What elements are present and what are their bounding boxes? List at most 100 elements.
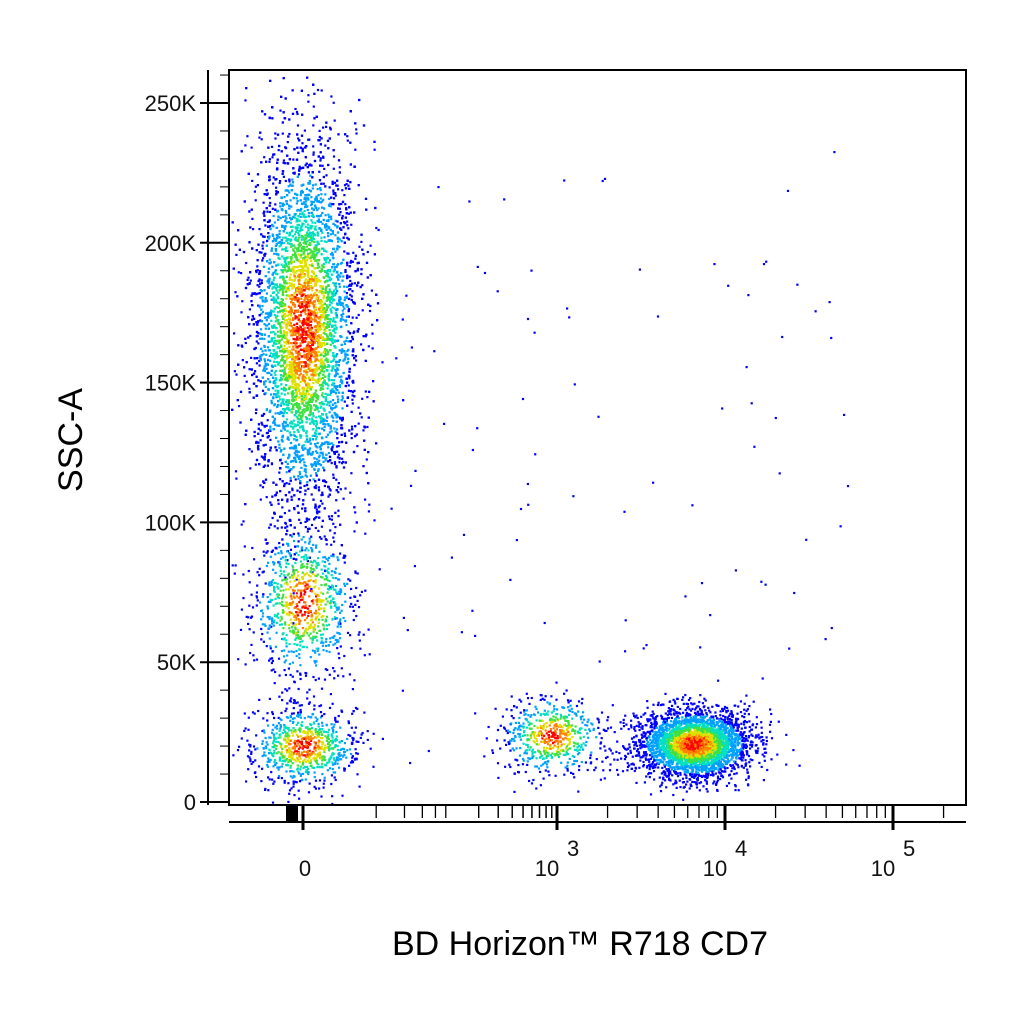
event-dot [324, 351, 327, 354]
event-dot [329, 202, 332, 205]
event-dot [334, 346, 337, 349]
event-dot [345, 323, 348, 327]
event-dot [284, 146, 287, 149]
event-dot [338, 384, 342, 387]
event-dot [270, 393, 273, 396]
event-dot [332, 335, 336, 338]
event-dot [321, 200, 324, 203]
event-dot [287, 287, 290, 290]
event-dot [338, 303, 341, 306]
event-dot [327, 424, 330, 427]
event-dot [265, 409, 268, 412]
event-dot [313, 250, 316, 253]
event-dot [299, 473, 302, 476]
event-dot [294, 230, 298, 233]
event-dot [289, 548, 293, 551]
event-dot [268, 354, 271, 357]
event-dot [266, 431, 269, 434]
event-dot [293, 233, 296, 236]
event-dot [341, 309, 344, 312]
event-dot [277, 291, 280, 294]
event-dot [284, 304, 287, 307]
event-dot [270, 340, 273, 343]
event-dot [322, 396, 325, 399]
event-dot [340, 325, 343, 328]
event-dot [316, 188, 319, 191]
event-dot [290, 306, 293, 309]
event-dot [341, 189, 344, 192]
event-dot [287, 313, 290, 316]
event-dot [261, 259, 264, 262]
event-dot [329, 233, 332, 236]
event-dot [351, 260, 354, 263]
event-dot [287, 261, 290, 264]
event-dot [325, 125, 328, 128]
event-dot [251, 217, 254, 220]
event-dot [308, 288, 311, 291]
event-dot [353, 506, 356, 509]
event-dot [280, 369, 283, 373]
event-dot [293, 323, 296, 326]
event-dot [310, 275, 314, 279]
event-dot [265, 193, 269, 196]
event-dot [261, 310, 264, 314]
event-dot [332, 419, 335, 423]
event-dot [272, 182, 275, 185]
event-dot [320, 239, 323, 242]
event-dot [342, 236, 345, 239]
event-dot [315, 115, 318, 118]
event-dot [276, 314, 279, 317]
event-dot [325, 435, 328, 439]
event-dot [299, 301, 302, 304]
event-dot [302, 393, 305, 396]
event-dot [339, 211, 342, 214]
event-dot [305, 249, 308, 252]
event-dot [340, 350, 343, 353]
event-dot [309, 336, 312, 339]
event-dot [292, 302, 295, 305]
event-dot [321, 442, 324, 445]
event-dot [283, 280, 287, 283]
event-dot [272, 376, 275, 379]
event-dot [330, 278, 333, 281]
event-dot [238, 405, 241, 408]
event-dot [294, 256, 297, 259]
event-dot [341, 348, 344, 351]
event-dot [361, 309, 364, 312]
event-dot [323, 207, 326, 210]
event-dot [293, 414, 296, 417]
event-dot [288, 118, 291, 121]
event-dot [314, 306, 317, 309]
event-dot [262, 265, 266, 268]
event-dot [286, 202, 289, 205]
event-dot [288, 233, 292, 236]
event-dot [336, 432, 339, 435]
event-dot [290, 342, 293, 345]
event-dot [320, 316, 323, 319]
event-dot [269, 201, 272, 204]
event-dot [308, 527, 311, 530]
event-dot [337, 133, 340, 136]
event-dot [302, 428, 305, 431]
event-dot [355, 316, 358, 319]
event-dot [248, 387, 251, 390]
event-dot [288, 231, 292, 234]
event-dot [328, 411, 331, 414]
event-dot [321, 427, 324, 430]
event-dot [334, 234, 337, 237]
event-dot [292, 392, 295, 395]
event-dot [256, 284, 259, 287]
event-dot [285, 294, 288, 297]
event-dot [262, 212, 265, 215]
event-dot [289, 441, 293, 445]
event-dot [323, 419, 327, 422]
event-dot [355, 132, 358, 135]
event-dot [304, 409, 308, 412]
event-dot [344, 434, 347, 437]
event-dot [272, 282, 275, 285]
event-dot [307, 341, 310, 344]
event-dot [268, 280, 271, 283]
event-dot [270, 625, 273, 628]
event-dot [290, 242, 293, 246]
